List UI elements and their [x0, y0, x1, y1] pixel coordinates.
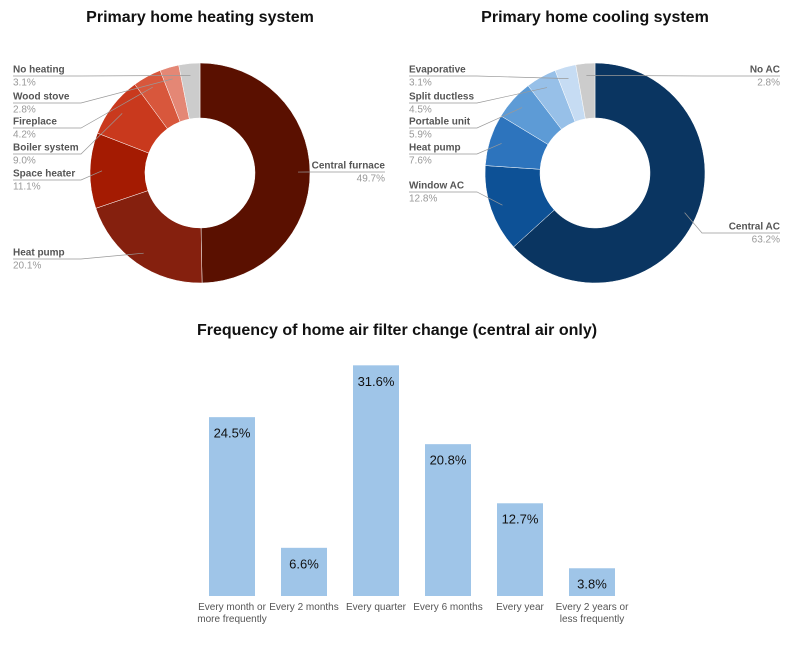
- slice-value-label: 2.8%: [757, 78, 780, 89]
- leader-line: [13, 75, 191, 77]
- slice-label: Fireplace: [13, 117, 57, 128]
- slice-label: Space heater: [13, 169, 75, 180]
- slice-label: Wood stove: [13, 92, 70, 103]
- bar: [209, 417, 255, 596]
- slice-value-label: 49.7%: [357, 174, 385, 185]
- leader-line: [13, 78, 173, 104]
- chart-title: Primary home cooling system: [481, 9, 709, 26]
- bar-value-label: 3.8%: [577, 577, 607, 592]
- slice-label: Split ductless: [409, 92, 474, 103]
- slice-value-label: 12.8%: [409, 194, 437, 205]
- leader-line: [13, 170, 103, 181]
- bar: [569, 568, 615, 596]
- slice-label: Heat pump: [13, 248, 65, 259]
- slice-label: Evaporative: [409, 65, 466, 76]
- slice-value-label: 2.8%: [13, 105, 36, 116]
- bar: [281, 547, 327, 596]
- slice-label: Central AC: [729, 222, 780, 233]
- x-tick-label: Every 2 years or less frequently: [555, 602, 629, 625]
- bar: [497, 503, 543, 596]
- x-tick-label: Every 2 months: [269, 602, 339, 613]
- slice-value-label: 4.5%: [409, 105, 432, 116]
- x-tick-label: Every month or more frequently: [197, 602, 267, 625]
- leader-line: [586, 75, 780, 77]
- slice-label: Portable unit: [409, 117, 471, 128]
- leader-line: [409, 191, 503, 206]
- leader-line: [13, 252, 144, 260]
- bar: [425, 444, 471, 596]
- slice-value-label: 7.6%: [409, 156, 432, 167]
- slice-label: Central furnace: [312, 161, 386, 172]
- donut-slice: [575, 62, 596, 120]
- slice-value-label: 11.1%: [13, 182, 41, 193]
- donut-slice: [178, 62, 201, 120]
- slice-value-label: 5.9%: [409, 130, 432, 141]
- leader-line: [13, 86, 153, 129]
- slice-label: Window AC: [409, 181, 464, 192]
- bar-value-label: 20.8%: [430, 453, 467, 468]
- slice-value-label: 3.1%: [409, 78, 432, 89]
- leader-line: [409, 143, 502, 155]
- leader-line: [13, 113, 123, 155]
- slice-label: Heat pump: [409, 143, 461, 154]
- donut-slice: [513, 62, 706, 284]
- x-tick-label: Every 6 months: [413, 602, 483, 613]
- slice-label: No AC: [750, 65, 780, 76]
- slice-value-label: 20.1%: [13, 261, 41, 272]
- bar-value-label: 24.5%: [214, 426, 251, 441]
- bar-value-label: 6.6%: [289, 556, 319, 571]
- donut-slice: [95, 190, 203, 284]
- leader-line: [684, 212, 780, 234]
- slice-value-label: 63.2%: [752, 235, 780, 246]
- donut-slice: [199, 62, 311, 284]
- slice-label: Boiler system: [13, 143, 79, 154]
- chart-title: Primary home heating system: [86, 9, 314, 26]
- slice-value-label: 3.1%: [13, 78, 36, 89]
- slice-value-label: 4.2%: [13, 130, 36, 141]
- leader-line: [409, 87, 548, 104]
- x-tick-label: Every quarter: [345, 602, 407, 613]
- chart-title: Frequency of home air filter change (cen…: [197, 322, 597, 339]
- leader-line: [409, 75, 569, 79]
- bar-value-label: 12.7%: [502, 512, 539, 527]
- x-tick-label: Every year: [496, 602, 544, 613]
- slice-value-label: 9.0%: [13, 156, 36, 167]
- bar: [353, 365, 399, 596]
- bar-value-label: 31.6%: [358, 374, 395, 389]
- leader-line: [409, 107, 523, 129]
- slice-label: No heating: [13, 65, 65, 76]
